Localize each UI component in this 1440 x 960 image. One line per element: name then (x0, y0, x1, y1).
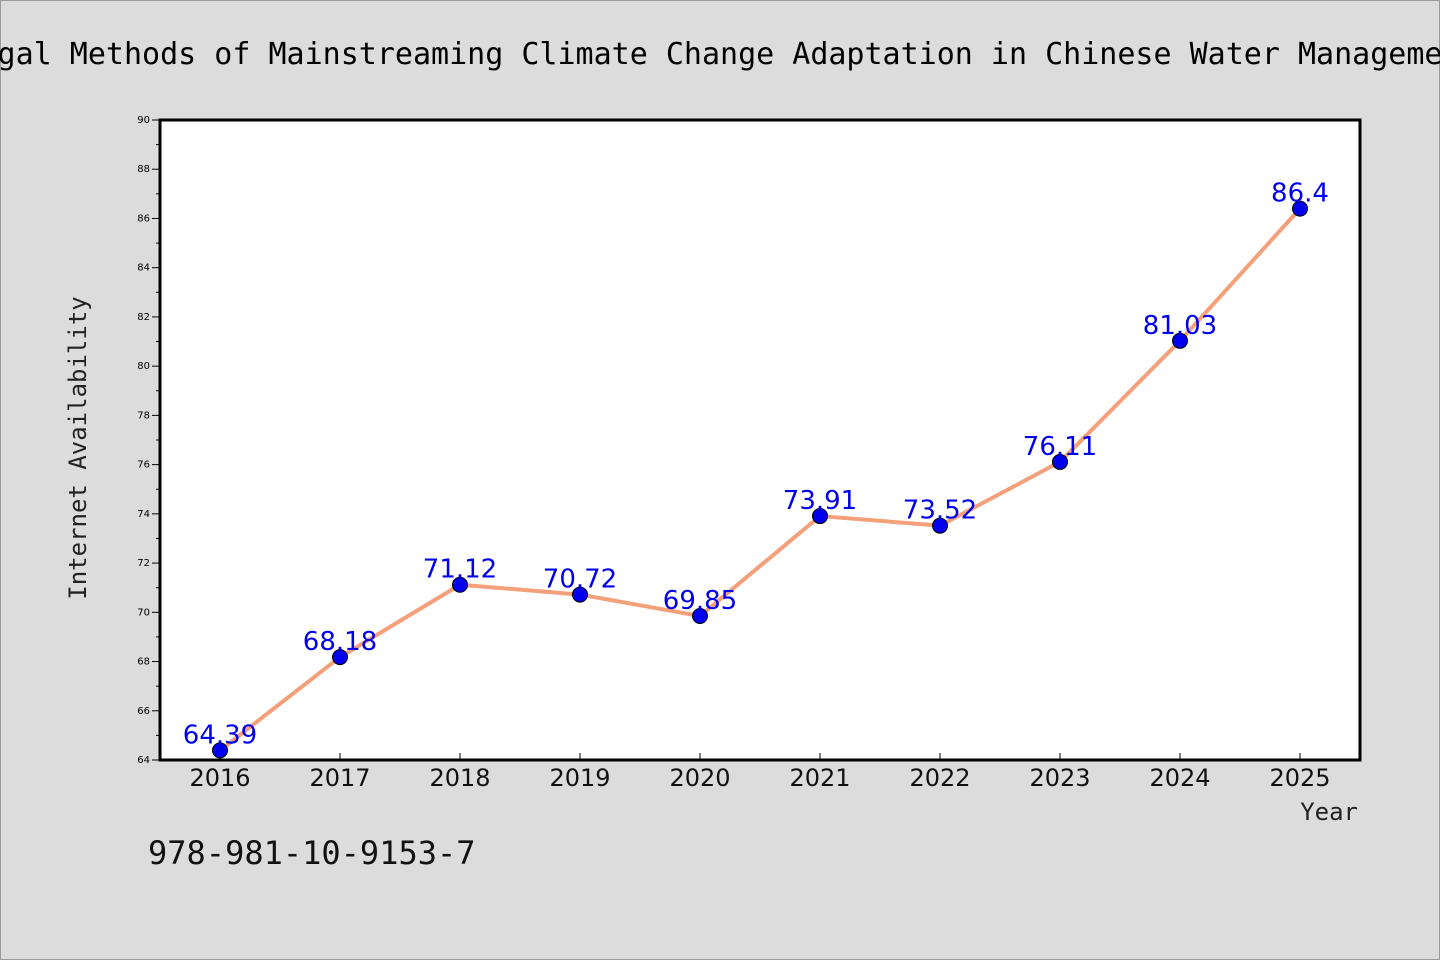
chart-title: Legal Methods of Mainstreaming Climate C… (0, 37, 1440, 72)
series-layer: 64.39 68.18 71.12 70.72 69.85 73.91 73.52 76.11… (183, 179, 1329, 759)
y-tick-label: 82 (137, 312, 150, 323)
x-tick-label: 2019 (549, 764, 610, 792)
x-tick-label: 2022 (909, 764, 970, 792)
x-axis-label: Year (1300, 798, 1358, 826)
x-tick-label: 2018 (429, 764, 490, 792)
data-label: 81.03 (1143, 311, 1217, 341)
y-tick-label: 64 (137, 755, 150, 766)
data-point (932, 517, 948, 534)
y-tick-label: 70 (137, 607, 150, 618)
y-tick-label: 86 (137, 213, 150, 224)
y-tick-label: 78 (137, 410, 150, 421)
y-tick-label: 74 (137, 509, 150, 520)
y-tick-label: 88 (137, 164, 150, 175)
series-line (218, 206, 1302, 753)
data-label: 69.85 (663, 586, 737, 616)
y-tick-label: 72 (137, 558, 150, 569)
data-label: 86.4 (1271, 179, 1329, 209)
plot-frame (158, 118, 1362, 762)
y-tick-label: 66 (137, 706, 150, 717)
data-label: 70.72 (543, 565, 617, 595)
x-tick-label: 2017 (309, 764, 370, 792)
data-point (692, 608, 708, 624)
y-tick-label: 68 (137, 657, 150, 668)
isbn-text: 978-981-10-9153-7 (148, 834, 476, 872)
y-tick-label: 90 (137, 115, 150, 126)
data-point (332, 649, 348, 666)
x-tick-label: 2024 (1149, 764, 1210, 792)
data-label: 73.91 (783, 486, 857, 516)
y-tick-label: 76 (137, 460, 150, 471)
data-point (452, 576, 468, 593)
data-point (812, 508, 828, 525)
x-tick-label: 2020 (669, 764, 730, 792)
data-label: 71.12 (423, 555, 497, 585)
y-axis-label: Internet Availability (64, 296, 92, 599)
data-label: 68.18 (303, 627, 377, 657)
data-point (1172, 332, 1188, 349)
y-tick-label: 80 (137, 361, 150, 372)
data-point (572, 586, 588, 603)
data-point (1052, 453, 1068, 470)
data-label: 73.52 (903, 496, 977, 526)
data-point (212, 742, 228, 759)
x-tick-label: 2016 (189, 764, 250, 792)
y-axis-ticks: 64 66 68 70 72 74 76 78 80 82 84 86 88 90 (137, 115, 160, 766)
data-point (1292, 200, 1308, 217)
y-tick-label: 84 (137, 263, 150, 274)
data-label: 64.39 (183, 720, 257, 750)
plot-area (160, 120, 1360, 760)
x-tick-label: 2021 (789, 764, 850, 792)
x-tick-label: 2023 (1029, 764, 1090, 792)
x-axis-ticks: 2016 2017 2018 2019 2020 2021 2022 2023 2024 2025 (189, 753, 1331, 792)
x-tick-label: 2025 (1269, 764, 1330, 792)
data-label: 76.11 (1023, 432, 1097, 462)
